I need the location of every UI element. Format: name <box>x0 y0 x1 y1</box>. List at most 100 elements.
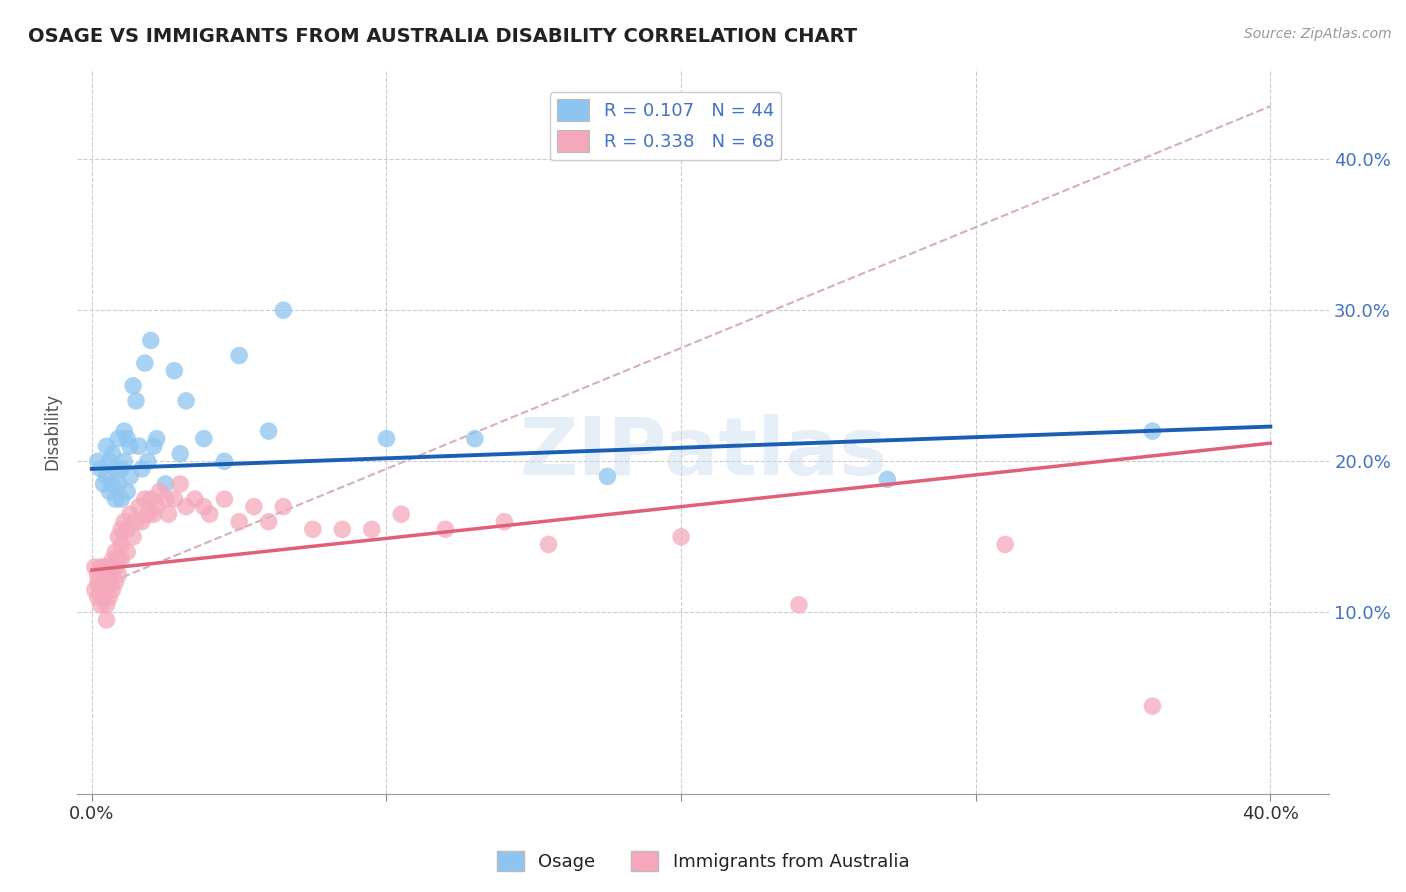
Point <box>389 507 412 521</box>
Point <box>101 582 124 597</box>
Text: Source: ZipAtlas.com: Source: ZipAtlas.com <box>1244 27 1392 41</box>
Point <box>101 567 124 582</box>
Point <box>169 477 191 491</box>
Legend: Osage, Immigrants from Australia: Osage, Immigrants from Australia <box>489 844 917 879</box>
Point <box>86 575 108 590</box>
Point <box>83 582 105 597</box>
Point <box>257 515 280 529</box>
Point <box>93 477 115 491</box>
Point <box>134 356 156 370</box>
Point <box>134 492 156 507</box>
Point <box>301 522 323 536</box>
Point <box>101 552 124 566</box>
Point <box>136 454 159 468</box>
Point <box>110 462 132 476</box>
Point <box>122 378 145 392</box>
Point <box>125 393 148 408</box>
Point <box>155 492 177 507</box>
Point <box>464 432 486 446</box>
Y-axis label: Disability: Disability <box>44 392 60 470</box>
Point <box>273 500 295 514</box>
Point <box>115 522 138 536</box>
Point <box>110 522 132 536</box>
Point <box>96 582 118 597</box>
Point <box>669 530 692 544</box>
Point <box>120 507 142 521</box>
Point <box>434 522 457 536</box>
Point <box>112 515 135 529</box>
Text: ZIPatlas: ZIPatlas <box>519 414 887 491</box>
Point <box>96 598 118 612</box>
Point <box>193 500 215 514</box>
Point <box>115 484 138 499</box>
Point <box>104 560 127 574</box>
Point <box>596 469 619 483</box>
Point <box>257 424 280 438</box>
Point <box>174 393 197 408</box>
Point <box>198 507 221 521</box>
Point <box>139 492 162 507</box>
Point <box>101 447 124 461</box>
Point <box>86 454 108 468</box>
Point <box>1142 424 1164 438</box>
Point <box>120 439 142 453</box>
Point <box>112 424 135 438</box>
Point <box>1142 699 1164 714</box>
Point <box>163 492 186 507</box>
Point <box>98 454 121 468</box>
Point <box>110 537 132 551</box>
Point <box>107 567 129 582</box>
Point <box>120 469 142 483</box>
Point <box>83 560 105 574</box>
Point <box>330 522 353 536</box>
Point <box>994 537 1017 551</box>
Point <box>96 469 118 483</box>
Text: OSAGE VS IMMIGRANTS FROM AUSTRALIA DISABILITY CORRELATION CHART: OSAGE VS IMMIGRANTS FROM AUSTRALIA DISAB… <box>28 27 858 45</box>
Point <box>112 454 135 468</box>
Point <box>107 432 129 446</box>
Point <box>90 462 112 476</box>
Point <box>193 432 215 446</box>
Point <box>90 598 112 612</box>
Point <box>110 492 132 507</box>
Point <box>149 484 172 499</box>
Point <box>125 515 148 529</box>
Point <box>128 439 150 453</box>
Point <box>145 500 167 514</box>
Point <box>184 492 207 507</box>
Point <box>214 454 236 468</box>
Point <box>145 432 167 446</box>
Point <box>110 552 132 566</box>
Point <box>142 439 165 453</box>
Point <box>169 447 191 461</box>
Point <box>104 545 127 559</box>
Point <box>96 613 118 627</box>
Point <box>86 591 108 605</box>
Point <box>157 507 180 521</box>
Point <box>115 432 138 446</box>
Point <box>96 439 118 453</box>
Point <box>107 530 129 544</box>
Point <box>142 507 165 521</box>
Point <box>131 462 153 476</box>
Point <box>93 560 115 574</box>
Point <box>93 575 115 590</box>
Point <box>228 515 250 529</box>
Point <box>139 334 162 348</box>
Point <box>98 575 121 590</box>
Point <box>155 477 177 491</box>
Point <box>98 484 121 499</box>
Point <box>228 349 250 363</box>
Point <box>163 364 186 378</box>
Point <box>86 567 108 582</box>
Point <box>273 303 295 318</box>
Point <box>101 477 124 491</box>
Point <box>375 432 398 446</box>
Point <box>243 500 266 514</box>
Point <box>136 507 159 521</box>
Point <box>122 530 145 544</box>
Point <box>494 515 516 529</box>
Point <box>107 552 129 566</box>
Point <box>128 500 150 514</box>
Point <box>96 567 118 582</box>
